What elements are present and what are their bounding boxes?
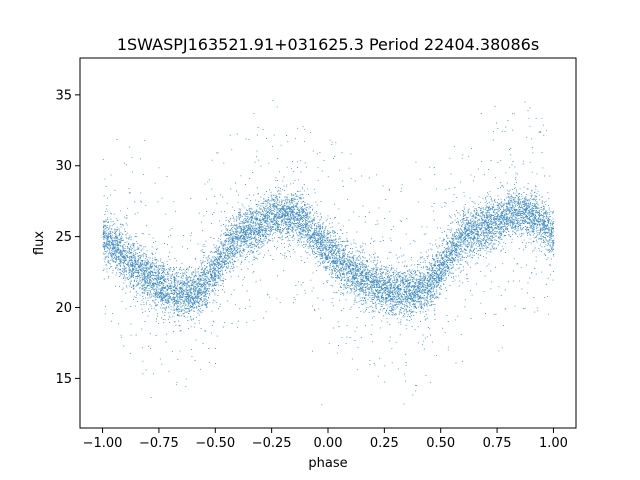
- x-tick-label: −0.25: [252, 436, 292, 451]
- axes-frame: [79, 57, 577, 429]
- scatter-points-series: [102, 99, 555, 406]
- y-axis-ticks: 15 20 25 30 35: [55, 88, 80, 387]
- x-axis-label: phase: [308, 456, 347, 471]
- y-tick-label: 35: [55, 88, 72, 103]
- y-tick-label: 20: [55, 301, 72, 316]
- x-tick-label: 0.00: [314, 436, 343, 451]
- x-tick-label: 0.50: [426, 436, 455, 451]
- x-tick-label: 0.25: [370, 436, 399, 451]
- scatter-points: [102, 99, 555, 406]
- x-axis-ticks: −1.00 −0.75 −0.50 −0.25 0.00 0.25 0.50 0.75 1.00: [83, 428, 568, 451]
- x-tick-label: −1.00: [83, 436, 123, 451]
- x-tick-label: −0.50: [195, 436, 235, 451]
- chart-title: 1SWASPJ163521.91+031625.3 Period 22404.3…: [117, 35, 539, 54]
- y-axis-label: flux: [32, 231, 47, 255]
- x-tick-label: 1.00: [539, 436, 568, 451]
- y-tick-label: 25: [55, 230, 72, 245]
- x-tick-label: −0.75: [139, 436, 179, 451]
- x-tick-label: 0.75: [483, 436, 512, 451]
- y-tick-label: 30: [55, 159, 72, 174]
- y-tick-label: 15: [55, 372, 72, 387]
